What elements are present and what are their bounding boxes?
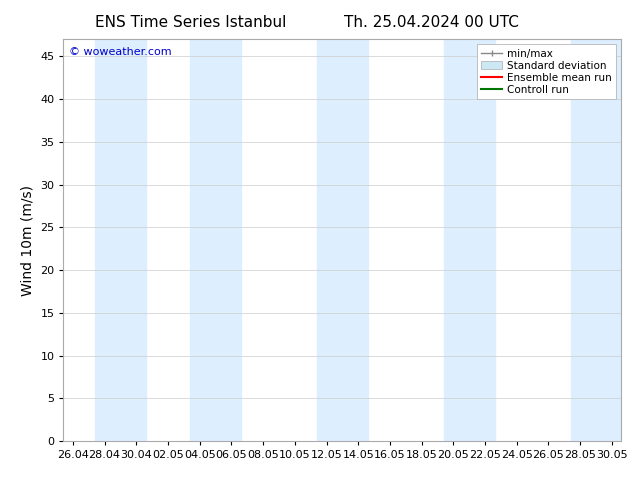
Text: © woweather.com: © woweather.com (69, 47, 172, 57)
Bar (95, 39, 146, 441)
Text: ENS Time Series Istanbul: ENS Time Series Istanbul (94, 15, 286, 30)
Bar (444, 39, 495, 441)
Legend: min/max, Standard deviation, Ensemble mean run, Controll run: min/max, Standard deviation, Ensemble me… (477, 45, 616, 99)
Bar (190, 39, 241, 441)
Text: Th. 25.04.2024 00 UTC: Th. 25.04.2024 00 UTC (344, 15, 519, 30)
Bar (317, 39, 368, 441)
Y-axis label: Wind 10m (m/s): Wind 10m (m/s) (21, 185, 35, 295)
Bar (571, 39, 621, 441)
